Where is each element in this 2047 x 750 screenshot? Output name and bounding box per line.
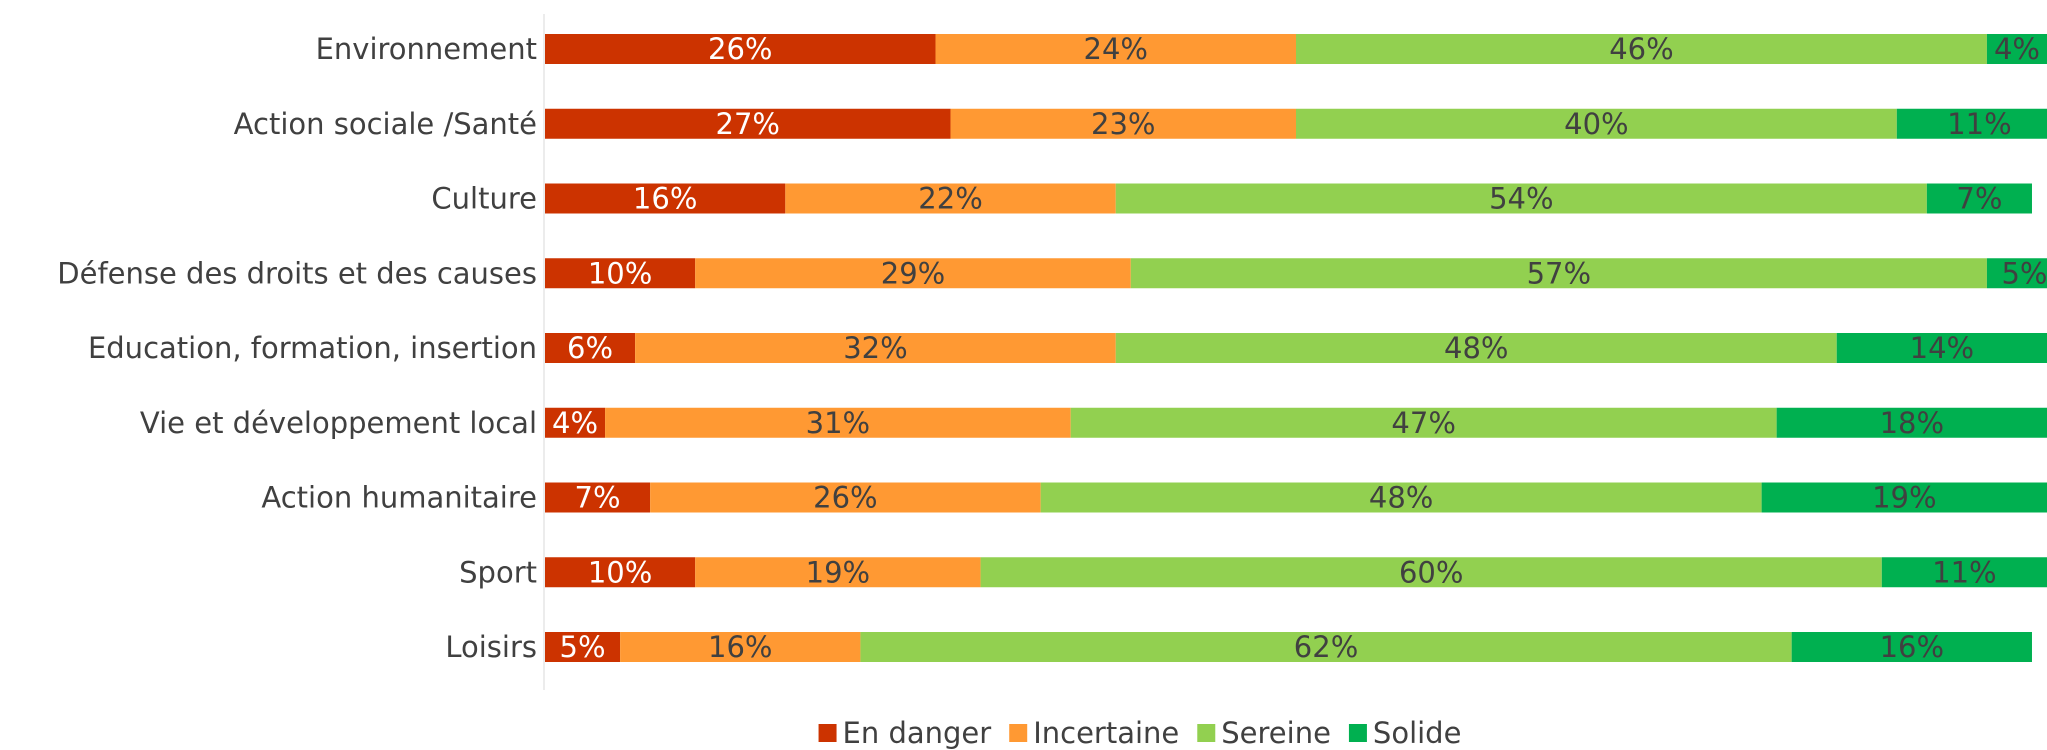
- data-label: 57%: [1527, 256, 1591, 290]
- bar-segment: [1881, 557, 2047, 588]
- data-label: 22%: [918, 182, 982, 216]
- bar-segment: [635, 333, 1116, 363]
- legend-swatch: [1009, 724, 1028, 742]
- bar-segment: [1986, 258, 2047, 289]
- data-label: 5%: [560, 630, 606, 664]
- legend-label: Sereine: [1221, 716, 1331, 750]
- bar-segment: [545, 333, 636, 363]
- data-label: 4%: [552, 406, 598, 440]
- legend-swatch: [1348, 724, 1367, 742]
- data-label: 11%: [1932, 555, 1996, 589]
- bar-segment: [650, 482, 1041, 513]
- data-label: 11%: [1947, 107, 2011, 141]
- bar-segment: [545, 183, 786, 214]
- data-label: 4%: [1994, 32, 2040, 66]
- data-label: 29%: [881, 256, 945, 290]
- bar-segment: [605, 407, 1071, 438]
- category-label: Vie et développement local: [140, 406, 537, 440]
- data-label: 16%: [1880, 630, 1944, 664]
- bar-segment: [980, 557, 1882, 588]
- bar-segment: [545, 557, 696, 588]
- bar-segment: [1296, 108, 1897, 139]
- data-label: 16%: [708, 630, 772, 664]
- category-label: Education, formation, insertion: [88, 331, 537, 365]
- bar-segment: [695, 557, 981, 588]
- data-label: 7%: [575, 481, 621, 515]
- bar-segment: [1986, 34, 2047, 64]
- bar-segment: [1836, 333, 2047, 363]
- data-label: 47%: [1391, 406, 1455, 440]
- data-label: 19%: [806, 555, 870, 589]
- category-label: Sport: [459, 555, 537, 589]
- category-label: Action humanitaire: [261, 481, 537, 515]
- legend-label: Solide: [1373, 716, 1462, 750]
- bar-segment: [1926, 183, 2032, 214]
- bar-segment: [545, 407, 606, 438]
- data-label: 48%: [1444, 331, 1508, 365]
- data-label: 10%: [588, 256, 652, 290]
- bar-segment: [1130, 258, 1987, 289]
- bar-segment: [1791, 632, 2032, 662]
- bar-segment: [545, 482, 651, 513]
- bar-segment: [1296, 34, 1987, 64]
- plot-area: Environnement 26% 24% 46% 4% Action sociale /…: [57, 14, 2047, 690]
- legend-swatch: [1197, 724, 1216, 742]
- data-label: 16%: [633, 182, 697, 216]
- bar-segment: [950, 108, 1296, 139]
- bar-segment: [1115, 333, 1837, 363]
- data-label: 19%: [1872, 481, 1936, 515]
- legend-label: Incertaine: [1033, 716, 1179, 750]
- bar-segment: [545, 632, 621, 662]
- bar-segment: [695, 258, 1131, 289]
- data-label: 60%: [1399, 555, 1463, 589]
- data-label: 6%: [567, 331, 613, 365]
- bar-segment: [1896, 108, 2047, 139]
- bar-segment: [1040, 482, 1762, 513]
- data-label: 23%: [1091, 107, 1155, 141]
- bar-segment: [1115, 183, 1927, 214]
- data-label: 40%: [1564, 107, 1628, 141]
- data-label: 31%: [806, 406, 870, 440]
- bar-segment: [860, 632, 1792, 662]
- data-label: 46%: [1609, 32, 1673, 66]
- bar-segment: [545, 34, 936, 64]
- data-label: 62%: [1294, 630, 1358, 664]
- data-label: 24%: [1084, 32, 1148, 66]
- legend-swatch: [818, 724, 837, 742]
- bar-segment: [1070, 407, 1777, 438]
- bar-segment: [1776, 407, 2047, 438]
- data-label: 26%: [813, 481, 877, 515]
- data-label: 5%: [2001, 256, 2047, 290]
- data-label: 26%: [708, 32, 772, 66]
- bar-segment: [620, 632, 861, 662]
- data-label: 7%: [1956, 182, 2002, 216]
- bar-segment: [785, 183, 1116, 214]
- data-label: 48%: [1369, 481, 1433, 515]
- legend-label: En danger: [843, 716, 992, 750]
- data-label: 14%: [1910, 331, 1974, 365]
- category-label: Loisirs: [445, 630, 537, 664]
- data-label: 10%: [588, 555, 652, 589]
- data-label: 32%: [843, 331, 907, 365]
- bar-segment: [1761, 482, 2047, 513]
- bar-segment: [545, 258, 696, 289]
- category-label: Défense des droits et des causes: [57, 256, 537, 290]
- category-label: Action sociale /Santé: [234, 107, 537, 141]
- category-label: Environnement: [316, 32, 537, 66]
- data-label: 27%: [716, 107, 780, 141]
- data-label: 54%: [1489, 182, 1553, 216]
- data-label: 18%: [1880, 406, 1944, 440]
- bar-segment: [545, 108, 951, 139]
- legend: En danger Incertaine Sereine Solide: [818, 716, 1462, 750]
- bar-segment: [935, 34, 1296, 64]
- category-label: Culture: [431, 182, 537, 216]
